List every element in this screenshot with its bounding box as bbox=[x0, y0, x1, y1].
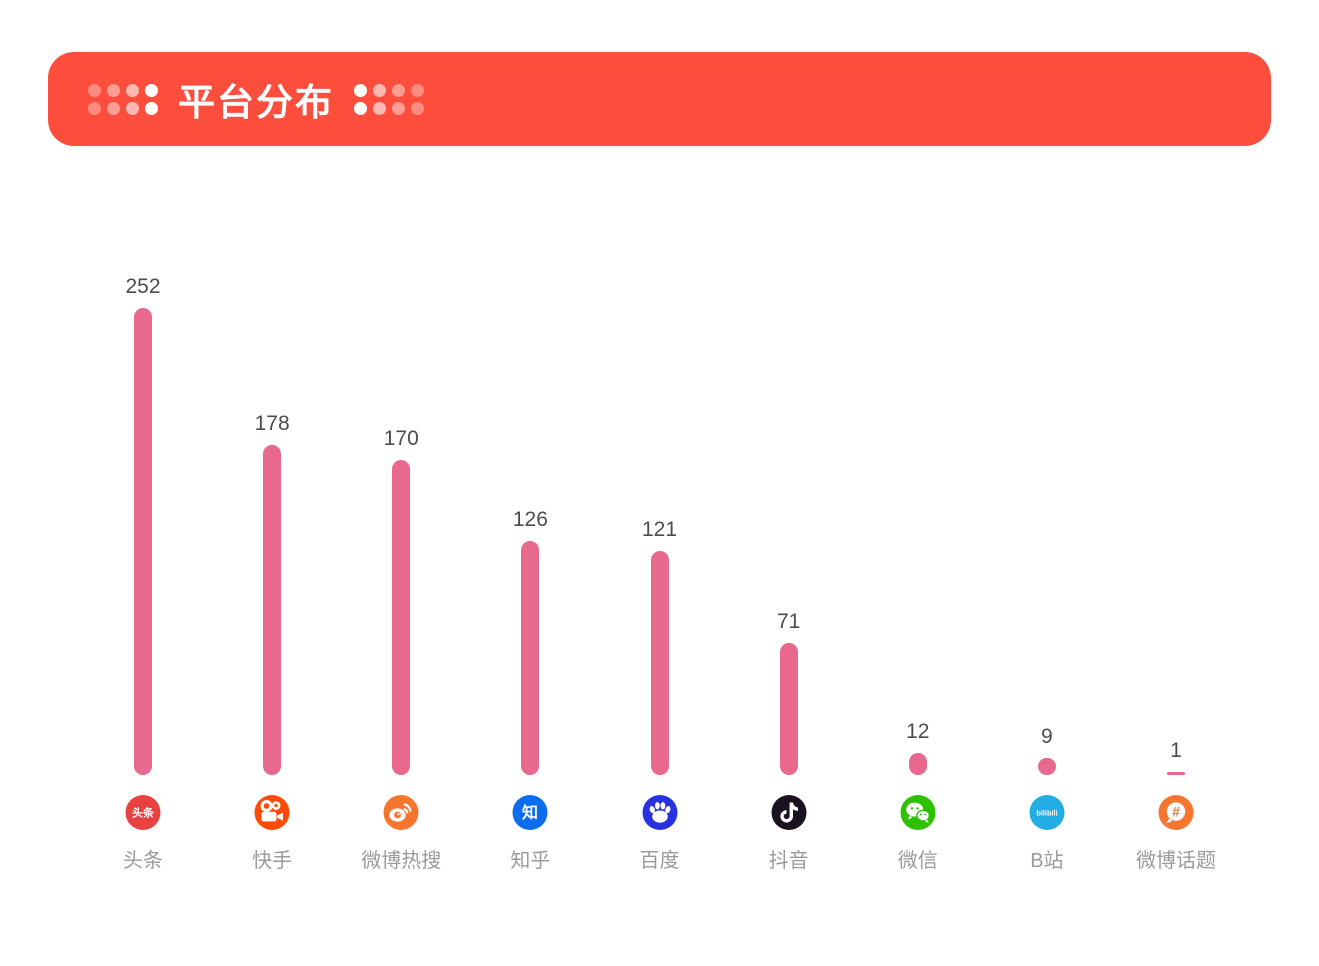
decorative-dot bbox=[145, 83, 158, 97]
platform-label: 百度 bbox=[639, 850, 680, 872]
bar-value-label: 71 bbox=[776, 610, 801, 633]
bar[interactable] bbox=[134, 308, 152, 775]
chart-column: 12 微信 bbox=[853, 0, 983, 966]
bar-value-label: 170 bbox=[383, 427, 419, 450]
dot-decoration-right bbox=[354, 83, 424, 115]
platform-label: 头条 bbox=[123, 850, 163, 872]
platform-label: 微信 bbox=[897, 850, 938, 872]
decorative-dot bbox=[373, 101, 386, 115]
bar-value-label: 178 bbox=[254, 412, 290, 435]
decorative-dot bbox=[88, 83, 101, 97]
decorative-dot bbox=[392, 101, 405, 115]
decorative-dot bbox=[126, 83, 139, 97]
decorative-dot bbox=[126, 101, 139, 115]
wechat-icon bbox=[900, 795, 936, 830]
chart-column: 126 知知乎 bbox=[465, 0, 595, 966]
bar[interactable] bbox=[521, 541, 540, 775]
chart-column: 71 抖音 bbox=[724, 0, 854, 966]
decorative-dot bbox=[145, 101, 158, 115]
bar[interactable] bbox=[392, 460, 411, 775]
decorative-dot bbox=[107, 83, 120, 97]
chart-column: 9 bilibili B站 bbox=[982, 0, 1112, 966]
platform-label: 微博话题 bbox=[1136, 850, 1216, 872]
svg-text:头条: 头条 bbox=[132, 806, 155, 820]
decorative-dot bbox=[411, 83, 424, 97]
chart-column: 1 # 微博话题 bbox=[1111, 0, 1241, 966]
bar-value-label: 126 bbox=[512, 508, 548, 531]
bar[interactable] bbox=[650, 551, 669, 775]
chart-column: 121 百度 bbox=[595, 0, 725, 966]
chart-column: 178 快手 bbox=[207, 0, 337, 966]
bar[interactable] bbox=[263, 445, 282, 775]
platform-label: B站 bbox=[1030, 850, 1064, 872]
bar-value-label: 1 bbox=[1170, 739, 1182, 762]
weibo-icon bbox=[383, 795, 419, 830]
chart-column: 170 微博热搜 bbox=[336, 0, 466, 966]
decorative-dot bbox=[373, 83, 386, 97]
dot-decoration-left bbox=[88, 83, 158, 115]
platform-label: 知乎 bbox=[510, 850, 551, 872]
decorative-dot bbox=[107, 101, 120, 115]
bar-value-label: 121 bbox=[641, 518, 678, 541]
decorative-dot bbox=[88, 101, 101, 115]
baidu-icon bbox=[642, 795, 677, 830]
platform-label: 微博热搜 bbox=[361, 850, 442, 872]
svg-text:知: 知 bbox=[522, 803, 538, 822]
bar[interactable] bbox=[1167, 772, 1185, 775]
chart-column: 252 头条 头条 bbox=[78, 0, 208, 966]
decorative-dot bbox=[392, 83, 405, 97]
platform-label: 抖音 bbox=[768, 850, 809, 872]
decorative-dot bbox=[354, 83, 367, 97]
bar[interactable] bbox=[779, 643, 798, 775]
bar-value-label: 252 bbox=[125, 275, 161, 298]
decorative-dot bbox=[411, 101, 424, 115]
bar[interactable] bbox=[908, 753, 927, 775]
page-title: 平台分布 bbox=[178, 82, 334, 123]
zhihu-icon: 知 bbox=[512, 795, 548, 830]
platform-label: 快手 bbox=[252, 850, 293, 872]
bilibili-icon: bilibili bbox=[1029, 795, 1065, 830]
douyin-icon bbox=[771, 795, 807, 830]
toutiao-icon: 头条 bbox=[125, 795, 161, 830]
bar-value-label: 9 bbox=[1041, 725, 1053, 748]
weibo-topic-icon: # bbox=[1158, 795, 1194, 830]
bar-value-label: 12 bbox=[906, 720, 930, 743]
svg-text:bilibili: bilibili bbox=[1036, 808, 1057, 817]
svg-text:#: # bbox=[1172, 804, 1180, 819]
kuaishou-icon bbox=[254, 795, 290, 830]
header-banner: 平台分布 bbox=[48, 52, 1271, 146]
bar[interactable] bbox=[1037, 758, 1056, 775]
decorative-dot bbox=[354, 101, 367, 115]
